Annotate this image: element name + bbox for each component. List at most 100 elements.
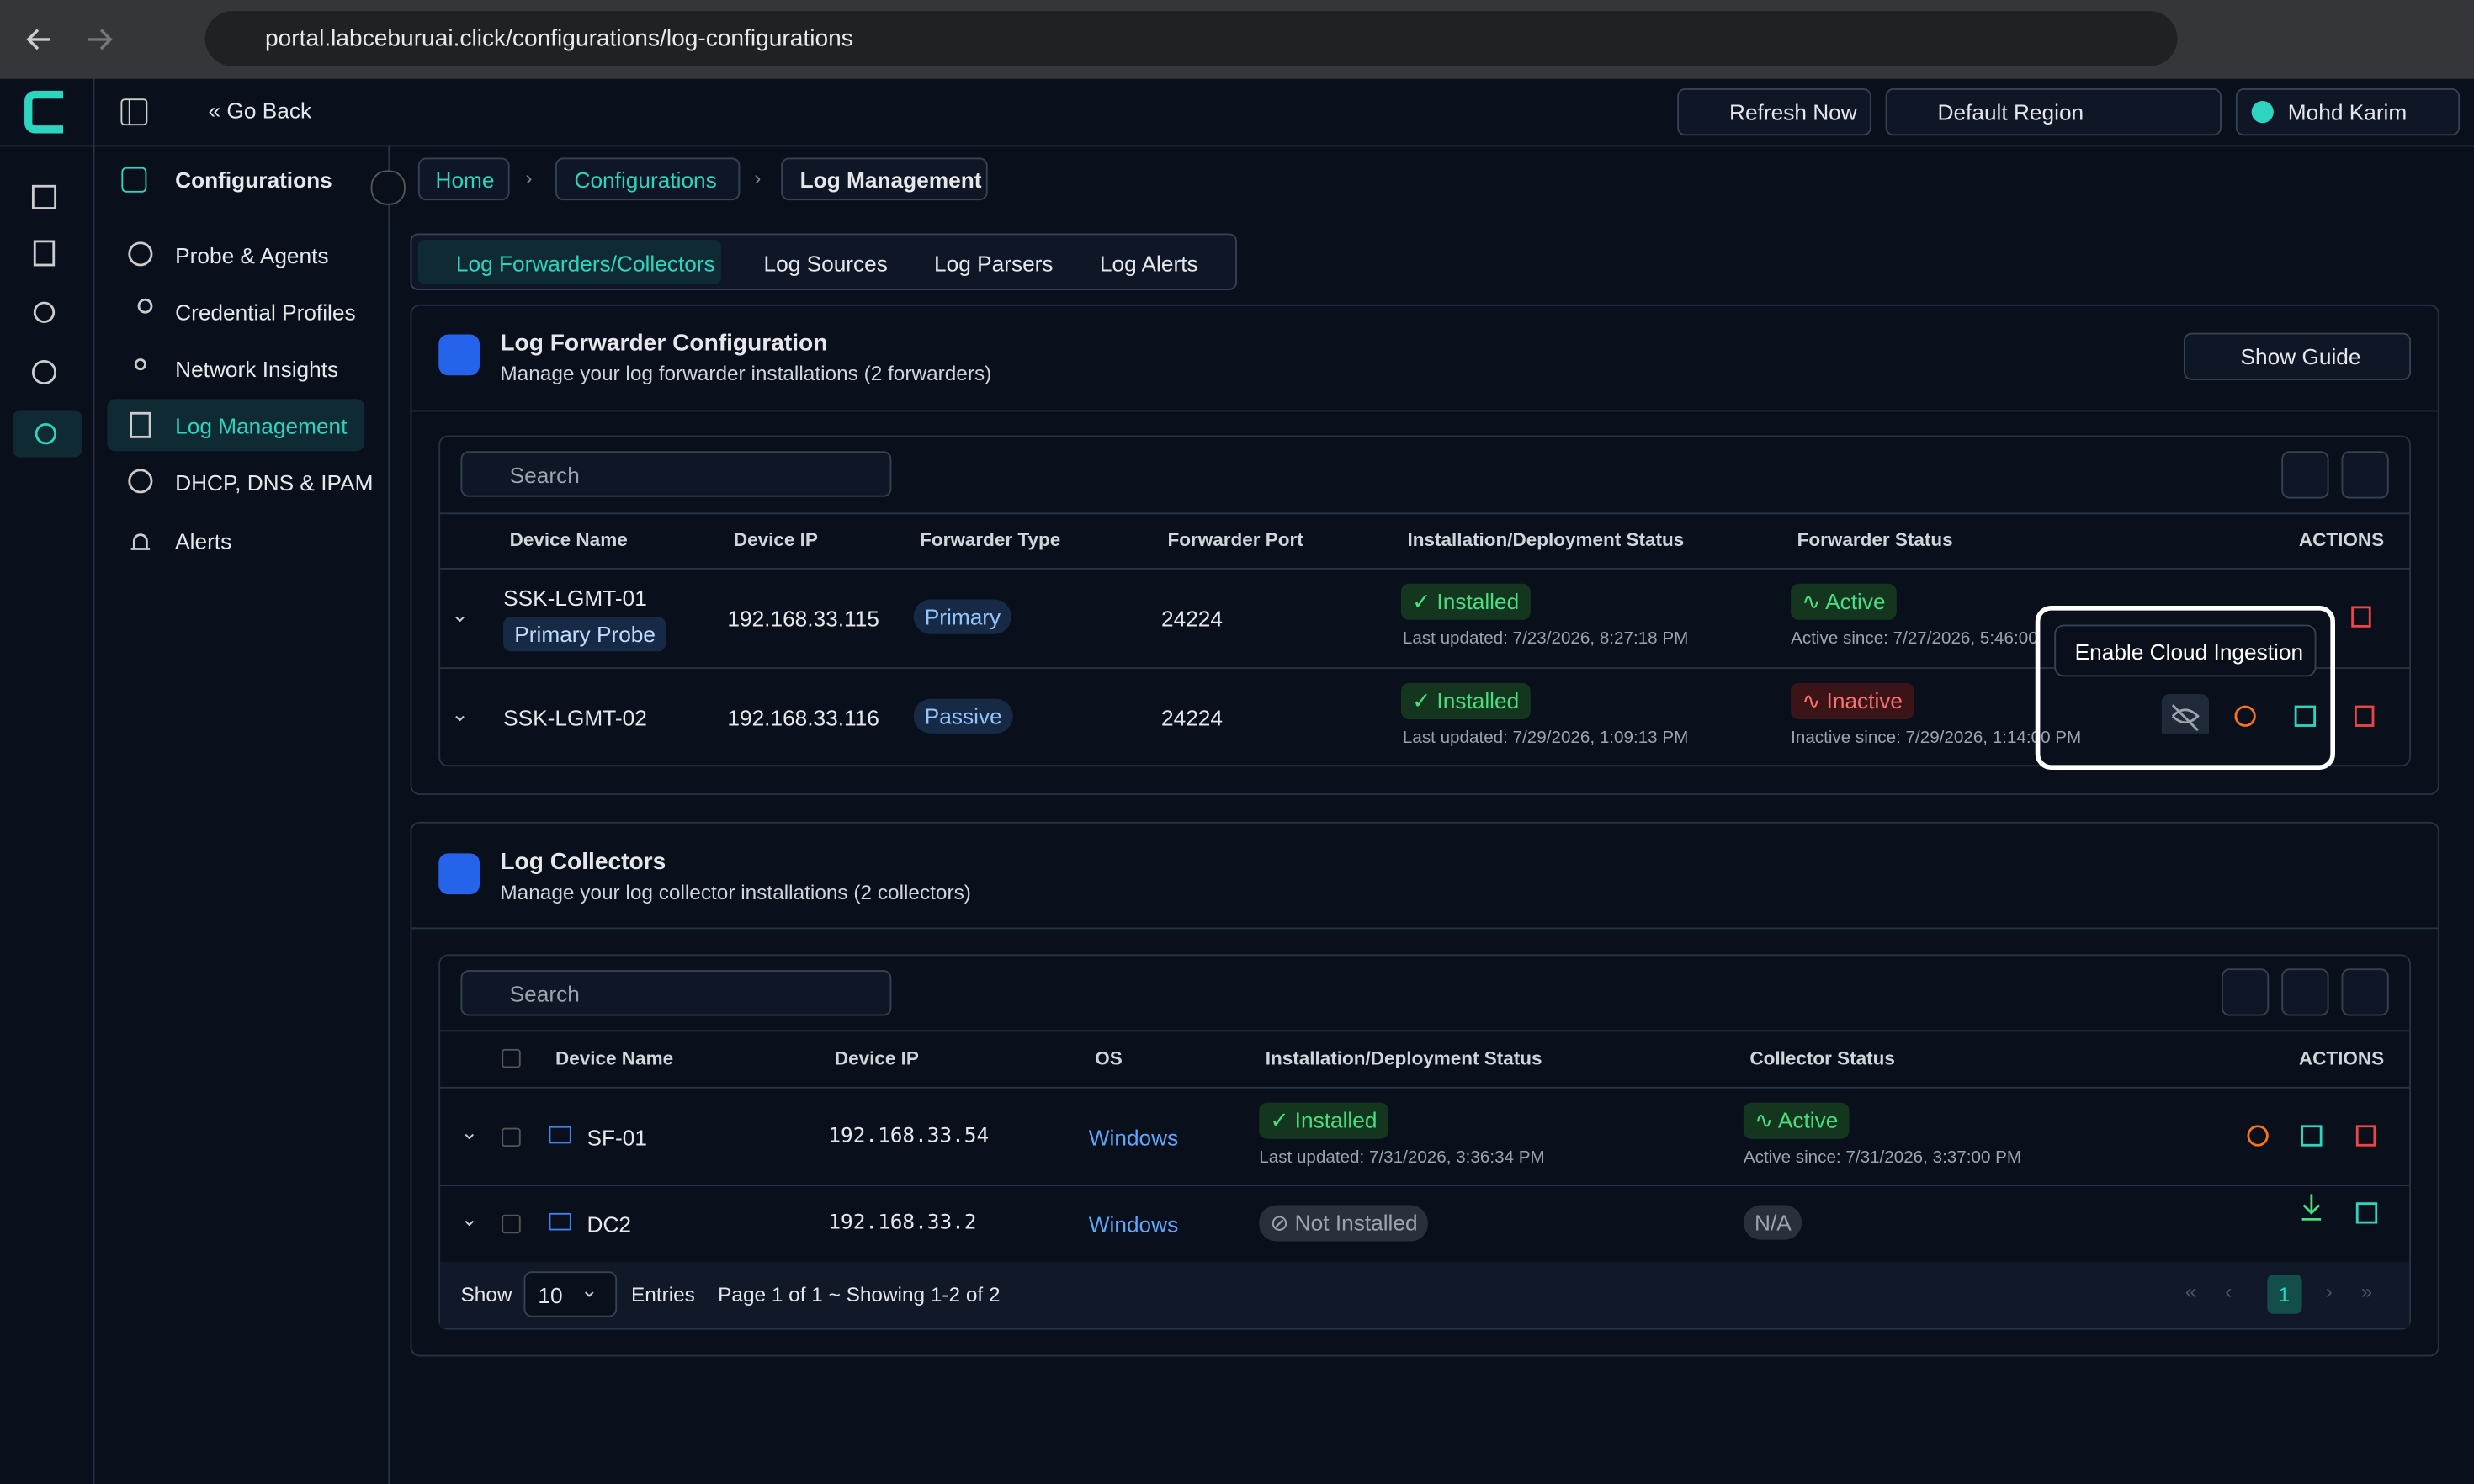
install-label: Installed	[1436, 588, 1520, 614]
go-back[interactable]: « Go Back	[208, 98, 312, 124]
column-header[interactable]: Forwarder Port	[1167, 528, 1303, 551]
page-size-select[interactable]	[523, 1271, 618, 1317]
entries-label: Entries	[631, 1282, 695, 1306]
os: Windows	[1088, 1124, 1179, 1150]
expand[interactable]: ⌄	[451, 602, 469, 627]
device-ip: 192.168.33.116	[727, 705, 879, 731]
panel-title: Log Forwarder Configuration	[500, 329, 828, 357]
crumb-sep: ›	[754, 165, 762, 189]
pager-arrows[interactable]: ›»	[2325, 1279, 2401, 1303]
column-header[interactable]: Forwarder Status	[1797, 528, 1953, 551]
rail-icons[interactable]	[13, 173, 82, 458]
filter-button[interactable]	[2222, 968, 2270, 1016]
crumb: Log Management	[799, 167, 982, 193]
sidebar-item[interactable]: Log Management	[175, 413, 348, 439]
forwarder-table	[438, 435, 2411, 767]
install-time: Last updated: 7/29/2026, 1:09:13 PM	[1402, 729, 1689, 748]
user-avatar	[2251, 101, 2274, 124]
panel-icon	[438, 334, 480, 376]
sidebar-border	[388, 145, 390, 1484]
search-placeholder: Search	[509, 462, 580, 488]
crumb-box	[417, 157, 510, 201]
region-select[interactable]	[1885, 88, 2222, 136]
column-header[interactable]: Installation/Deployment Status	[1407, 528, 1685, 551]
search-field[interactable]	[460, 970, 892, 1016]
column-header[interactable]: Device Name	[555, 1047, 674, 1070]
go-back-label: Go Back	[226, 98, 312, 124]
expand[interactable]: ⌄	[460, 1206, 478, 1231]
crumb[interactable]: Configurations	[574, 167, 717, 193]
forwarder-status: ∿ Inactive	[1791, 682, 1914, 719]
status-time: Active since: 7/27/2026, 5:46:00	[1791, 629, 2038, 649]
row-actions[interactable]	[2161, 600, 2383, 734]
sidebar-title: Configurations	[175, 167, 332, 193]
guide-label: Show Guide	[2240, 343, 2361, 369]
columns-button[interactable]	[2341, 451, 2389, 499]
status-label: Active	[1825, 588, 1886, 614]
export-button[interactable]	[2281, 451, 2329, 499]
device-ip: 192.168.33.54	[828, 1124, 990, 1148]
column-header: ACTIONS	[2298, 1047, 2385, 1070]
forwarder-port: 24224	[1161, 705, 1224, 731]
device-ip: 192.168.33.2	[828, 1211, 977, 1236]
search-placeholder: Search	[509, 981, 580, 1007]
install-time: Last updated: 7/31/2026, 3:36:34 PM	[1259, 1148, 1545, 1168]
status-label: Active	[1777, 1107, 1839, 1133]
install-label: Not Installed	[1294, 1210, 1418, 1236]
export-button[interactable]	[2281, 968, 2329, 1016]
select-chevron: ⌄	[581, 1277, 598, 1301]
page-info: Page 1 of 1 ~ Showing 1-2 of 2	[718, 1282, 1001, 1306]
collapse-button[interactable]	[370, 170, 406, 205]
nav-buttons[interactable]	[22, 22, 148, 56]
column-header[interactable]: Installation/Deployment Status	[1265, 1047, 1542, 1070]
panel-subtitle: Manage your log collector installations …	[500, 880, 971, 904]
pager-arrows[interactable]: «‹	[2185, 1279, 2261, 1303]
tooltip	[2054, 624, 2317, 677]
checkbox[interactable]	[502, 1048, 521, 1068]
install-status: ✓ Installed	[1259, 1102, 1388, 1139]
sidebar-item[interactable]: Network Insights	[175, 356, 339, 382]
forwarder-type: Passive	[913, 698, 1013, 734]
user-name: Mohd Karim	[2287, 99, 2408, 125]
device-name: SSK-LGMT-02	[503, 705, 647, 731]
sidebar-item[interactable]: Credential Profiles	[175, 299, 356, 326]
highlight-box	[2035, 606, 2335, 770]
row-actions[interactable]	[2243, 1121, 2386, 1235]
expand[interactable]: ⌄	[460, 1120, 478, 1144]
page-button[interactable]	[2267, 1275, 2302, 1314]
os: Windows	[1088, 1211, 1179, 1237]
sidebar-item[interactable]: Probe & Agents	[175, 242, 329, 268]
column-header[interactable]: Device IP	[733, 528, 818, 551]
url: portal.labceburuai.click/configurations/…	[265, 25, 853, 52]
device-name: SSK-LGMT-01	[503, 585, 647, 611]
checkbox[interactable]	[502, 1127, 521, 1147]
column-header[interactable]: Device IP	[834, 1047, 919, 1070]
column-header[interactable]: OS	[1095, 1047, 1123, 1070]
tab[interactable]: Log Parsers	[934, 251, 1054, 277]
column-header[interactable]: Device Name	[509, 528, 628, 551]
sidebar-item[interactable]: Alerts	[175, 528, 232, 554]
sidebar-toggle[interactable]	[120, 98, 149, 126]
tab[interactable]: Log Forwarders/Collectors	[455, 251, 715, 277]
install-status: ✓ Installed	[1401, 682, 1531, 719]
panel-icon	[438, 853, 480, 895]
columns-button[interactable]	[2341, 968, 2389, 1016]
tab[interactable]: Log Sources	[763, 251, 888, 277]
url-field[interactable]	[204, 11, 2178, 66]
column-header[interactable]: Forwarder Type	[920, 528, 1061, 551]
search-field[interactable]	[460, 451, 892, 497]
checkbox[interactable]	[502, 1214, 521, 1234]
expand[interactable]: ⌄	[451, 702, 469, 726]
status-time: Inactive since: 7/29/2026, 1:14:00 PM	[1791, 729, 2082, 748]
crumb[interactable]: Home	[435, 167, 495, 193]
device-name: DC2	[587, 1211, 632, 1237]
sidebar-item[interactable]: DHCP, DNS & IPAM	[175, 469, 374, 496]
tab[interactable]: Log Alerts	[1099, 251, 1198, 277]
column-header[interactable]: Collector Status	[1749, 1047, 1895, 1070]
refresh-label: Refresh Now	[1729, 99, 1857, 125]
refresh-button[interactable]	[1677, 88, 1871, 136]
device-name: SF-01	[587, 1124, 647, 1150]
sidebar-icons	[128, 241, 153, 550]
guide-button[interactable]	[2184, 332, 2411, 380]
